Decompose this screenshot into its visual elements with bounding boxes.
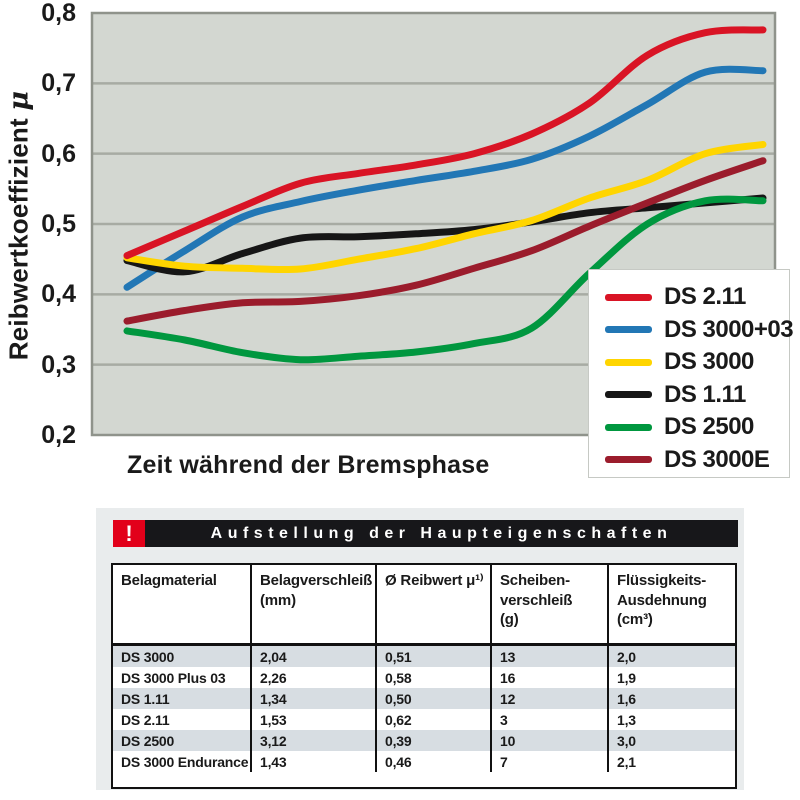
table-header-line: (cm³) [617,611,653,628]
legend-item: DS 3000+03 [605,314,794,347]
legend-label: DS 2.11 [664,283,746,311]
table-row: DS 3000 2,04 0,51 13 2,0 [112,644,736,667]
table-cell: 12 [490,688,608,709]
table-cell: DS 2.11 [121,711,170,728]
legend-label: DS 3000E [664,445,770,473]
y-tick-label: 0,2 [41,421,76,449]
table-cell: 1,34 [250,688,376,709]
table-cell: 0,46 [375,751,491,772]
table-cell: 1,53 [250,709,376,730]
legend-color-swatch [605,391,652,399]
table-cell: DS 1.11 [112,688,251,709]
y-axis-title-text: Reibwertkoeffizient [3,118,34,361]
table-header-cell: Belagverschleiß (mm) [250,564,376,646]
legend-label: DS 3000 [664,348,754,376]
series-line-ds-3000-03 [123,65,767,291]
table-header-line: verschleiß [500,591,573,609]
table-cell: DS 3000 Endurance [121,753,249,770]
legend-color-swatch [605,456,652,464]
table-cell: DS 2500 [112,730,251,751]
table-cell: 7 [490,751,608,772]
table-header-line: Ø Reibwert μ¹⁾ [385,572,484,589]
series-line-ds-2500 [123,195,767,364]
plot-border [90,11,777,437]
y-tick-label: 0,7 [41,69,76,98]
table-cell: 16 [490,667,608,688]
y-tick-label: 0,5 [41,210,76,238]
table-header-cell: Flüssigkeits- Ausdehnung (cm³) [607,564,736,646]
legend-item: DS 3000 [605,346,789,379]
series-line-ds-3000 [123,141,767,274]
table-spacer-row [112,772,736,788]
table-cell: 3,12 [250,730,376,751]
series-line-ds-1-11 [123,194,767,276]
table-cell: 2,0 [607,644,736,667]
table-cell: DS 3000 Plus 03 [121,669,226,686]
table-cell: 0,58 [375,667,491,688]
y-tick-label: 0,6 [41,139,76,168]
table-header-cell: Scheiben-verschleiß (g) [490,564,608,646]
table-header-line: (mm) [260,591,296,609]
y-tick-label: 0,4 [41,280,76,309]
legend-color-swatch [605,293,652,301]
mu-symbol: μ [3,90,35,111]
legend-item: DS 2500 [605,411,789,444]
table-cell: 0,62 [375,709,491,730]
table-cell: 13 [490,644,608,667]
table-cell: 1,9 [607,667,736,688]
table-row: DS 3000 Plus 03 2,26 0,58 16 1,9 [112,667,736,688]
table-header-cell: Ø Reibwert μ¹⁾ [375,564,491,646]
legend-item: DS 1.11 [605,379,789,412]
table-header-line: Ausdehnung [617,591,707,609]
series-line-ds-3000e [123,157,767,325]
properties-table: Belagmaterial Belagverschleiß (mm) Ø Reibwe… [111,563,737,789]
panel-title-bar: ! Aufstellung der Haupteigenschaften [113,520,738,547]
table-row: DS 2500 3,12 0,39 10 3,0 [112,730,736,751]
legend-label: DS 2500 [664,413,754,441]
table-cell: 2,04 [250,644,376,667]
table-row: DS 2.11 1,53 0,62 3 1,3 [112,709,736,730]
series-line-ds-2-11 [123,26,767,260]
legend-color-swatch [605,326,652,334]
table-row: DS 3000 Endurance 1,43 0,46 7 2,1 [112,751,736,772]
table-header-line: Scheiben- [500,572,570,589]
table-spacer-cell [112,772,736,788]
exclamation-icon: ! [113,520,145,547]
table-cell: 2,26 [250,667,376,688]
table-cell: 0,39 [375,730,491,751]
y-tick-label: 0,3 [41,350,76,379]
table-cell: 3,0 [607,730,736,751]
x-axis-title: Zeit während der Bremsphase [127,451,490,479]
table-cell: 1,3 [607,709,736,730]
table-cell: 10 [490,730,608,751]
table-cell: DS 3000 [112,644,251,667]
table-header-line: Belagverschleiß [260,572,373,589]
legend-color-swatch [605,423,652,431]
table-header-line: Flüssigkeits- [617,572,707,589]
table-cell: 0,51 [375,644,491,667]
table-cell: 1,43 [250,751,376,772]
table-header-line: Belagmaterial [121,572,217,589]
table-header-row: Belagmaterial Belagverschleiß (mm) Ø Reibwe… [112,564,736,646]
legend-label: DS 3000+03 [664,315,794,343]
table-header-cell: Belagmaterial [112,564,251,646]
table-cell: 1,6 [607,688,736,709]
table-cell: 2,1 [607,751,736,772]
table-cell: 3 [490,709,608,730]
table-row: DS 1.11 1,34 0,50 12 1,6 [112,688,736,709]
legend-item: DS 2.11 [605,281,789,314]
legend-label: DS 1.11 [664,380,746,408]
table-cell: 0,50 [375,688,491,709]
properties-panel: ! Aufstellung der Haupteigenschaften Bel… [96,508,744,790]
legend-item: DS 3000E [605,444,789,477]
chart-legend: DS 2.11 DS 3000+03 DS 3000 DS 1.11 DS 2500 DS… [588,269,794,478]
legend-color-swatch [605,358,652,366]
table-header-line: (g) [500,611,519,628]
y-tick-label: 0,8 [41,0,76,27]
y-axis-title: Reibwertkoeffizient μ [4,26,35,426]
friction-line-chart [90,11,777,437]
panel-title: Aufstellung der Haupteigenschaften [145,520,738,547]
